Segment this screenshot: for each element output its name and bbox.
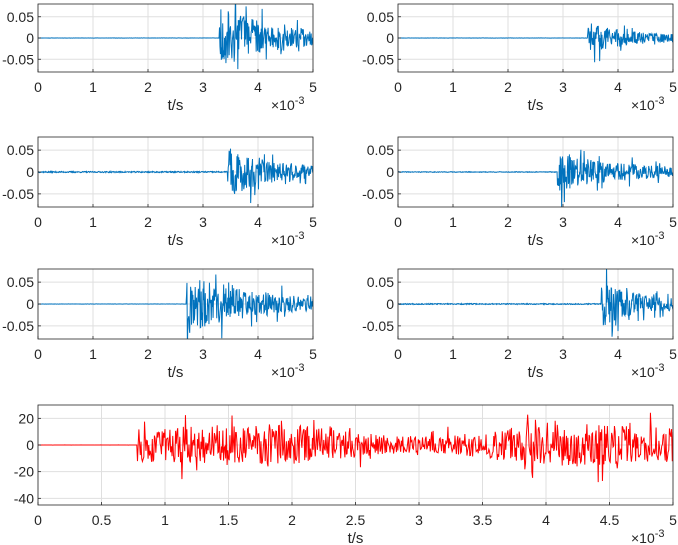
y-tick-label: 0.05 <box>7 142 34 158</box>
x-tick-label: 3 <box>199 79 207 95</box>
x-tick-label: 1 <box>161 512 169 528</box>
x-tick-label: 0 <box>34 346 42 362</box>
y-tick-label: -20 <box>14 464 34 480</box>
x-exponent-label: ×10-3 <box>631 230 665 248</box>
x-tick-label: 5 <box>669 512 677 528</box>
x-tick-label: 2 <box>504 346 512 362</box>
y-tick-label: 0 <box>26 437 34 453</box>
y-tick-label: -40 <box>14 490 34 506</box>
x-tick-label: 0 <box>394 79 402 95</box>
x-exponent-label: ×10-3 <box>631 528 665 545</box>
x-axis-label: t/s <box>168 232 184 249</box>
y-tick-label: -0.05 <box>2 186 34 202</box>
x-tick-label: 2 <box>144 79 152 95</box>
x-tick-label: 5 <box>309 346 317 362</box>
x-tick-label: 0 <box>394 214 402 230</box>
x-tick-label: 1 <box>89 214 97 230</box>
x-tick-label: 2 <box>144 346 152 362</box>
y-tick-label: 0 <box>386 296 394 312</box>
x-axis-label: t/s <box>168 97 184 114</box>
x-tick-label: 5 <box>669 346 677 362</box>
x-tick-label: 5 <box>669 214 677 230</box>
x-tick-label: 4 <box>614 214 622 230</box>
y-tick-label: 0 <box>26 296 34 312</box>
series-line <box>38 412 673 483</box>
x-exponent-label: ×10-3 <box>271 362 305 380</box>
x-tick-label: 0 <box>34 512 42 528</box>
x-tick-label: 4.5 <box>600 512 620 528</box>
series-line <box>398 149 673 207</box>
y-tick-label: -0.05 <box>2 318 34 334</box>
x-exponent-label: ×10-3 <box>631 362 665 380</box>
x-tick-label: 1.5 <box>219 512 239 528</box>
x-tick-label: 3 <box>559 214 567 230</box>
x-tick-label: 1 <box>449 346 457 362</box>
x-tick-label: 1 <box>449 214 457 230</box>
x-axis-label: t/s <box>528 232 544 249</box>
y-tick-label: 0.05 <box>367 9 394 25</box>
y-tick-label: -0.05 <box>362 51 394 67</box>
y-tick-label: 0.05 <box>367 274 394 290</box>
x-tick-label: 5 <box>669 79 677 95</box>
x-tick-label: 5 <box>309 79 317 95</box>
subplot-2: 0 1 2 3 4 50.050-0.05t/s ×10-3 <box>362 3 677 114</box>
x-tick-label: 2.5 <box>346 512 366 528</box>
series-line <box>38 4 313 70</box>
x-tick-label: 3 <box>559 346 567 362</box>
x-tick-label: 4 <box>614 346 622 362</box>
x-axis-label: t/s <box>528 364 544 381</box>
x-tick-label: 3 <box>559 79 567 95</box>
y-tick-label: 0 <box>386 30 394 46</box>
x-axis-label: t/s <box>528 97 544 114</box>
x-exponent-label: ×10-3 <box>271 95 305 113</box>
series-line <box>38 148 313 204</box>
series-line <box>398 269 673 337</box>
x-tick-label: 0 <box>34 214 42 230</box>
x-exponent-label: ×10-3 <box>631 95 665 113</box>
x-tick-label: 4 <box>542 512 550 528</box>
subplot-6: 0 1 2 3 4 50.050-0.05t/s ×10-3 <box>362 268 677 381</box>
x-axis-label: t/s <box>168 364 184 381</box>
y-tick-label: 0.05 <box>7 9 34 25</box>
y-tick-label: 0.05 <box>7 274 34 290</box>
x-tick-label: 3 <box>199 214 207 230</box>
x-tick-label: 4 <box>254 346 262 362</box>
x-tick-label: 4 <box>614 79 622 95</box>
x-tick-label: 2 <box>288 512 296 528</box>
x-tick-label: 3 <box>199 346 207 362</box>
subplot-5: 0 1 2 3 4 50.050-0.05t/s ×10-3 <box>2 268 317 381</box>
x-tick-label: 1 <box>449 79 457 95</box>
x-tick-label: 0 <box>34 79 42 95</box>
y-tick-label: 0.05 <box>367 142 394 158</box>
x-tick-label: 3 <box>415 512 423 528</box>
y-tick-label: -0.05 <box>2 51 34 67</box>
y-tick-label: 0 <box>386 164 394 180</box>
subplot-7: 0 0.5 1 1.5 2 2.5 3 3.5 4 4.5 5 20 0 -20 -40 t/s ×10-3 <box>14 404 677 545</box>
subplot-1: 0 1 2 3 4 50.050-0.05t/s ×10-3 <box>2 3 317 114</box>
x-tick-label: 1 <box>89 79 97 95</box>
series-line <box>398 23 673 63</box>
x-exponent-label: ×10-3 <box>271 230 305 248</box>
y-tick-label: -0.05 <box>362 186 394 202</box>
x-tick-label: 4 <box>254 214 262 230</box>
x-tick-label: 2 <box>504 79 512 95</box>
x-tick-label: 4 <box>254 79 262 95</box>
x-tick-label: 3.5 <box>473 512 493 528</box>
x-tick-label: 2 <box>504 214 512 230</box>
y-tick-label: -0.05 <box>362 318 394 334</box>
subplot-3: 0 1 2 3 4 50.050-0.05t/s ×10-3 <box>2 136 317 249</box>
x-tick-label: 0.5 <box>92 512 112 528</box>
x-axis-label: t/s <box>348 530 364 545</box>
y-tick-label: 0 <box>26 30 34 46</box>
y-tick-label: 20 <box>18 410 34 426</box>
x-tick-label: 0 <box>394 346 402 362</box>
subplot-4: 0 1 2 3 4 50.050-0.05t/s ×10-3 <box>362 136 677 249</box>
x-tick-label: 2 <box>144 214 152 230</box>
series-line <box>38 274 313 339</box>
x-tick-label: 1 <box>89 346 97 362</box>
y-tick-label: 0 <box>26 164 34 180</box>
x-tick-label: 5 <box>309 214 317 230</box>
